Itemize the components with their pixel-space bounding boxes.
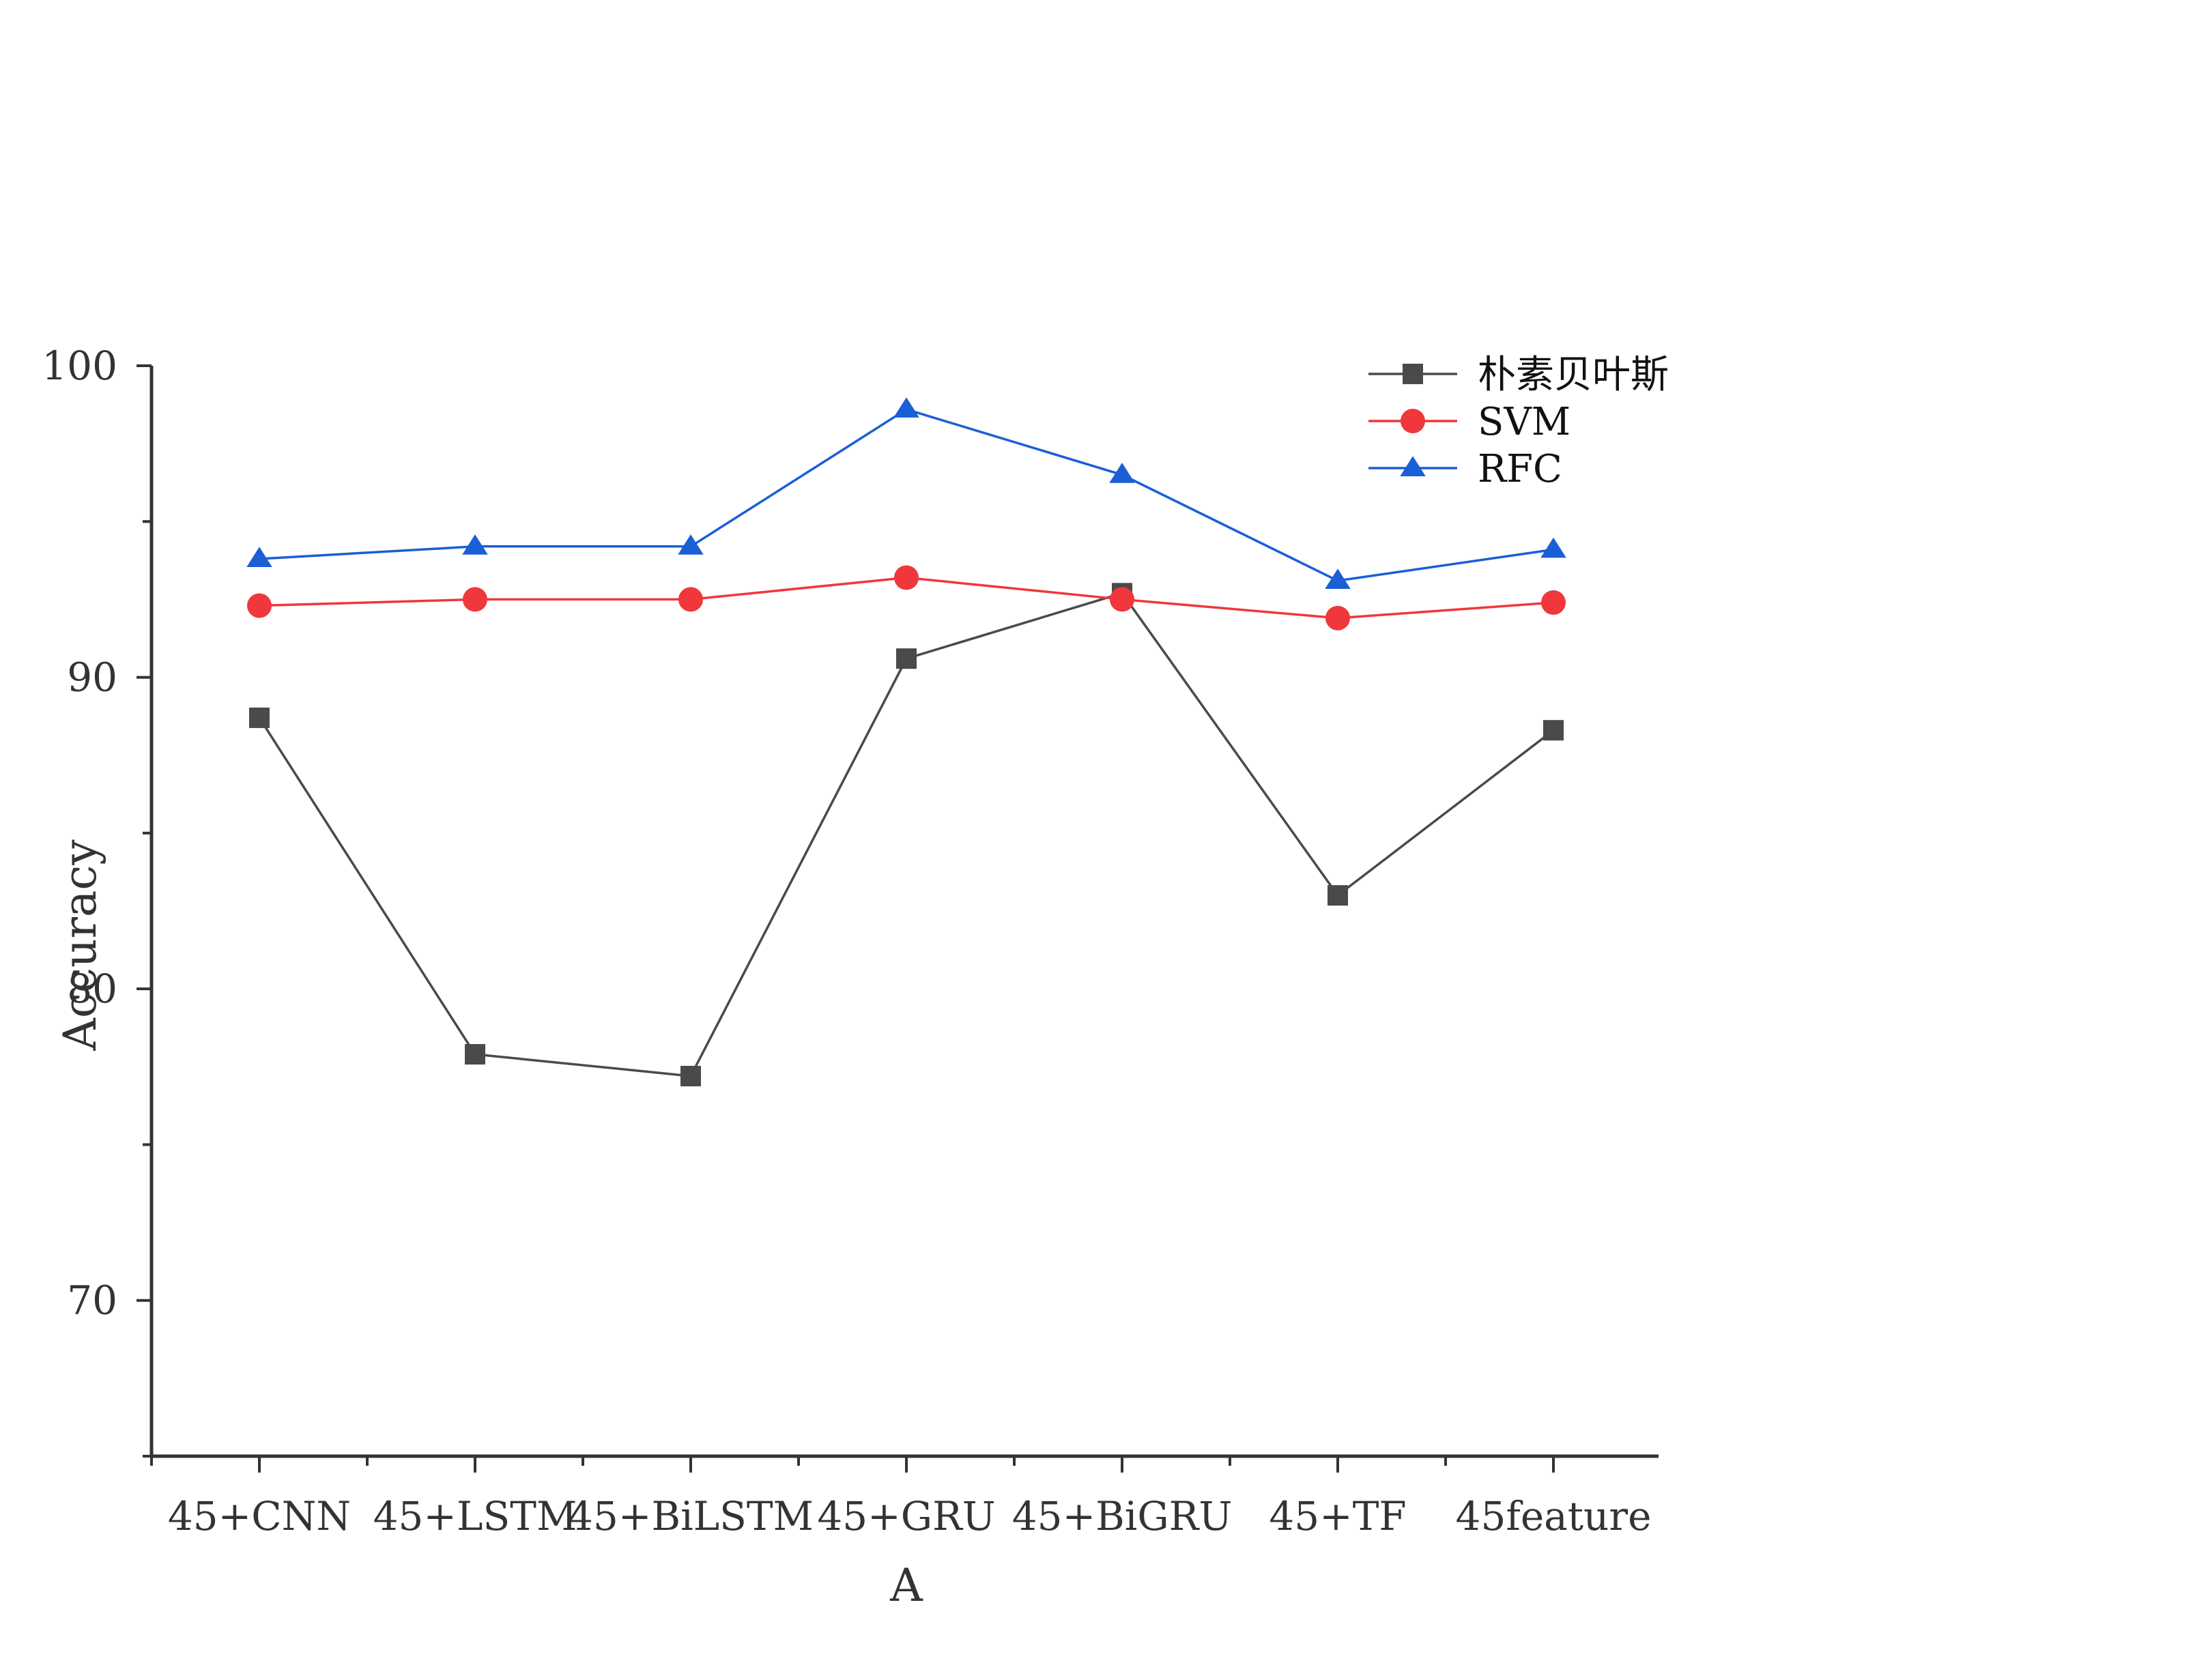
y-axis-title: Accuracy	[54, 839, 106, 1052]
legend-label: SVM	[1478, 400, 1570, 444]
legend-item: SVM	[1368, 400, 1570, 444]
y-tick-label: 80	[67, 966, 117, 1012]
x-tick-label: 45+BiLSTM	[568, 1493, 814, 1539]
x-axis-title: A	[889, 1559, 923, 1612]
data-point-triangle	[678, 534, 704, 555]
data-point-circle	[247, 593, 272, 618]
data-point-square	[1328, 885, 1348, 906]
series-1	[249, 583, 1564, 1086]
data-point-circle	[1110, 587, 1134, 612]
data-point-square	[896, 648, 917, 669]
data-point-triangle	[462, 534, 488, 555]
x-tick-label: 45+GRU	[817, 1493, 995, 1539]
legend-marker-triangle	[1400, 456, 1426, 476]
series-2	[247, 565, 1566, 631]
data-point-triangle	[1325, 568, 1351, 590]
data-point-circle	[1541, 590, 1566, 615]
data-point-circle	[678, 587, 703, 612]
series-line	[259, 408, 1554, 582]
data-point-triangle	[893, 397, 919, 418]
legend-marker-circle	[1401, 409, 1425, 433]
legend-marker-square	[1403, 364, 1423, 384]
x-tick-label: 45+LSTM	[373, 1493, 577, 1539]
data-point-square	[1543, 720, 1564, 741]
series-layer	[246, 397, 1566, 1086]
x-tick-label: 45+BiGRU	[1012, 1493, 1232, 1539]
legend-label: RFC	[1478, 447, 1562, 491]
data-point-circle	[1325, 605, 1350, 631]
data-point-square	[249, 707, 270, 728]
y-tick-label: 100	[42, 343, 117, 389]
x-tick-label: 45+CNN	[168, 1493, 351, 1539]
x-tick-label: 45+TF	[1269, 1493, 1406, 1539]
y-tick-label: 90	[67, 654, 117, 701]
data-point-triangle	[246, 547, 272, 568]
legend-item: 朴素贝叶斯	[1368, 353, 1669, 397]
data-point-circle	[463, 587, 487, 612]
data-point-triangle	[1540, 537, 1566, 558]
legend-item: RFC	[1368, 447, 1562, 491]
y-tick-label: 70	[67, 1277, 117, 1324]
data-point-triangle	[1109, 463, 1135, 483]
y-axis-ticks: 70 80 90 100	[42, 343, 152, 1458]
series-3	[246, 397, 1566, 590]
data-point-circle	[894, 565, 919, 590]
data-point-square	[680, 1065, 701, 1086]
x-tick-label: 45feature	[1456, 1493, 1652, 1539]
legend-label: 朴素贝叶斯	[1478, 353, 1669, 397]
data-point-square	[465, 1044, 485, 1065]
